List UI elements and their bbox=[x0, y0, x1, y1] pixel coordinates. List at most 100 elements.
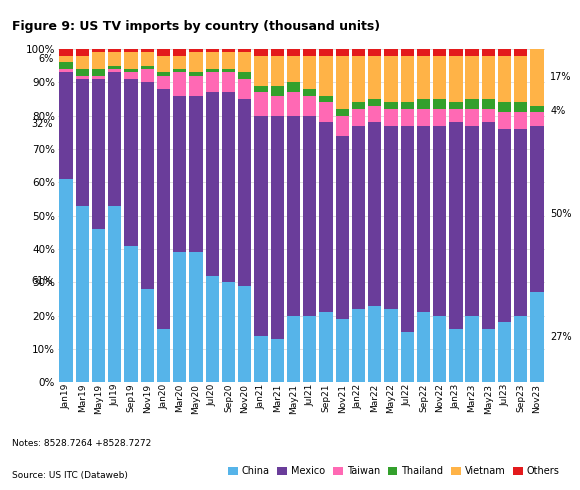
Bar bbox=[157, 89, 170, 329]
Text: 4%: 4% bbox=[550, 106, 565, 116]
Bar bbox=[108, 206, 121, 382]
Bar bbox=[401, 49, 414, 56]
Bar bbox=[141, 82, 154, 289]
Bar bbox=[238, 286, 251, 382]
Bar bbox=[271, 339, 284, 382]
Legend: China, Mexico, Taiwan, Thailand, Vietnam, Others: China, Mexico, Taiwan, Thailand, Vietnam… bbox=[224, 463, 564, 480]
Bar bbox=[336, 56, 349, 109]
Bar bbox=[76, 75, 89, 79]
Bar bbox=[60, 179, 72, 382]
Bar bbox=[531, 49, 543, 106]
Bar bbox=[271, 86, 284, 96]
Bar bbox=[60, 56, 72, 62]
Bar bbox=[336, 116, 349, 136]
Bar bbox=[417, 109, 430, 125]
Bar bbox=[92, 229, 105, 382]
Text: Source: US ITC (Dataweb): Source: US ITC (Dataweb) bbox=[12, 471, 128, 480]
Bar bbox=[303, 56, 316, 89]
Bar bbox=[482, 109, 495, 122]
Bar bbox=[222, 73, 235, 92]
Bar bbox=[287, 49, 300, 56]
Bar bbox=[466, 56, 478, 99]
Bar bbox=[222, 69, 235, 73]
Bar bbox=[433, 316, 446, 382]
Bar bbox=[385, 309, 397, 382]
Bar bbox=[92, 49, 105, 52]
Bar bbox=[222, 282, 235, 382]
Bar bbox=[222, 49, 235, 52]
Bar bbox=[320, 312, 332, 382]
Bar bbox=[76, 79, 89, 206]
Bar bbox=[125, 79, 137, 245]
Bar bbox=[125, 69, 137, 73]
Bar bbox=[287, 92, 300, 116]
Bar bbox=[352, 49, 365, 56]
Bar bbox=[60, 73, 72, 179]
Bar bbox=[482, 49, 495, 56]
Bar bbox=[108, 73, 121, 206]
Bar bbox=[352, 109, 365, 125]
Bar bbox=[320, 49, 332, 56]
Bar bbox=[287, 116, 300, 316]
Bar bbox=[514, 112, 527, 129]
Bar bbox=[368, 99, 381, 106]
Text: 17%: 17% bbox=[550, 73, 571, 82]
Bar bbox=[157, 75, 170, 89]
Bar bbox=[76, 56, 89, 69]
Bar bbox=[320, 56, 332, 96]
Bar bbox=[352, 309, 365, 382]
Bar bbox=[385, 56, 397, 102]
Bar bbox=[401, 109, 414, 125]
Bar bbox=[271, 56, 284, 86]
Bar bbox=[125, 52, 137, 69]
Bar bbox=[466, 125, 478, 316]
Bar bbox=[368, 122, 381, 306]
Bar bbox=[255, 336, 267, 382]
Bar bbox=[514, 49, 527, 56]
Bar bbox=[125, 245, 137, 382]
Bar bbox=[157, 329, 170, 382]
Text: 50%: 50% bbox=[550, 209, 571, 219]
Bar bbox=[255, 49, 267, 56]
Bar bbox=[190, 52, 202, 73]
Bar bbox=[173, 73, 186, 96]
Bar bbox=[531, 112, 543, 125]
Bar bbox=[450, 109, 462, 122]
Bar bbox=[173, 56, 186, 69]
Bar bbox=[303, 89, 316, 96]
Bar bbox=[303, 316, 316, 382]
Bar bbox=[92, 69, 105, 75]
Bar bbox=[60, 62, 72, 69]
Text: 32%: 32% bbox=[32, 119, 53, 129]
Text: 61%: 61% bbox=[32, 275, 53, 286]
Bar bbox=[385, 125, 397, 309]
Bar bbox=[303, 116, 316, 316]
Bar bbox=[271, 49, 284, 56]
Bar bbox=[238, 52, 251, 73]
Bar bbox=[287, 82, 300, 92]
Bar bbox=[320, 122, 332, 312]
Bar bbox=[206, 49, 219, 52]
Bar bbox=[271, 96, 284, 116]
Bar bbox=[352, 56, 365, 102]
Bar bbox=[108, 66, 121, 69]
Bar bbox=[92, 75, 105, 79]
Bar bbox=[514, 316, 527, 382]
Bar bbox=[352, 102, 365, 109]
Bar bbox=[190, 96, 202, 252]
Bar bbox=[76, 206, 89, 382]
Bar bbox=[433, 56, 446, 99]
Bar bbox=[222, 92, 235, 282]
Bar bbox=[498, 129, 511, 322]
Bar bbox=[531, 125, 543, 292]
Bar bbox=[287, 316, 300, 382]
Bar bbox=[173, 96, 186, 252]
Bar bbox=[190, 49, 202, 52]
Bar bbox=[385, 49, 397, 56]
Bar bbox=[450, 329, 462, 382]
Bar bbox=[336, 136, 349, 319]
Bar bbox=[450, 49, 462, 56]
Bar bbox=[60, 69, 72, 73]
Bar bbox=[417, 312, 430, 382]
Bar bbox=[514, 129, 527, 316]
